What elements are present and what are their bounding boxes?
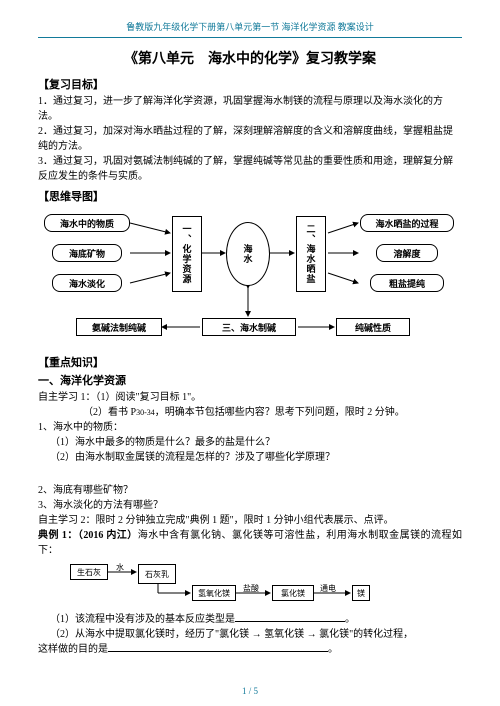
section-goals: 【复习目标】 [38,76,462,92]
mm-node-desalination: 海水淡化 [52,274,122,292]
lesson-title: 《第八单元 海水中的化学》复习教学案 [38,48,462,68]
flow-lime-milk: 石灰乳 [138,564,176,584]
goal-1: 1．通过复习，进一步了解海洋化学资源，巩固掌握海水制镁的流程与原理以及海水淡化的… [38,94,462,124]
goal-2: 2．通过复习，加深对海水晒盐过程的了解，深刻理解溶解度的含义和溶解度曲线，掌握粗… [38,124,462,154]
mind-map: 海水中的物质 海底矿物 海水淡化 一、化学资源 海水 二、海水晒盐 海水晒盐的过… [38,208,462,348]
page-header: 鲁教版九年级化学下册第八单元第一节 海洋化学资源 教案设计 [38,20,462,33]
header-rule [38,37,462,38]
kp-q3: 3、海水淡化的方法有哪些？ [38,498,462,513]
mm-node-seawater: 海水 [226,222,270,286]
flow-mgoh2: 氢氧化镁 [192,585,236,601]
kp-q2: 2、海底有哪些矿物？ [38,483,462,498]
mm-node-seawater-substances: 海水中的物质 [44,214,130,232]
mm-node-chem-resource: 一、化学资源 [172,216,202,292]
example-1: 典例 1：（2016 内江）海水中含有氯化钠、氯化镁等可溶性盐，利用海水制取金属… [38,528,462,558]
kp-q1: 1、海水中的物质： [38,420,462,435]
flow-label-elec: 通电 [320,583,336,594]
flow-label-water: 水 [116,562,124,573]
mm-node-sun-salt: 二、海水晒盐 [296,216,326,292]
page: 鲁教版九年级化学下册第八单元第一节 海洋化学资源 教案设计 《第八单元 海水中的… [0,0,500,706]
study-2: 自主学习 2：限时 2 分钟独立完成"典例 1 题"，限时 1 分钟小组代表展示… [38,513,462,528]
study-1b: （2）看书 P30-34，明确本节包括哪些内容？思考下列问题，限时 2 分钟。 [38,405,462,420]
page-footer: 1 / 5 [0,686,500,696]
mm-node-seabed-minerals: 海底矿物 [52,244,122,262]
goal-3: 3．通过复习，巩固对氨碱法制纯碱的了解，掌握纯碱等常见盐的重要性质和用途，理解复… [38,154,462,184]
ex1-q2: （2）从海水中提取氯化镁时，经历了"氯化镁 → 氢氧化镁 → 氯化镁"的转化过程… [38,627,462,642]
section-mindmap: 【思维导图】 [38,188,462,204]
flowchart: 生石灰 水 石灰乳 氢氧化镁 盐酸 氯化镁 通电 镁 [38,560,462,606]
flow-limestone: 生石灰 [70,564,108,580]
mm-node-sun-process: 海水晒盐的过程 [360,214,454,232]
study-1a: 自主学习 1：（1）阅读"复习目标 1"。 [38,390,462,405]
flow-label-hcl: 盐酸 [243,583,259,594]
flow-mg: 镁 [352,585,370,601]
kp-q1-1: （1）海水中最多的物质是什么？最多的盐是什么？ [38,435,462,450]
mm-node-ammonia-soda: 氨碱法制纯碱 [76,318,162,336]
mm-node-soda-prop: 纯碱性质 [336,318,410,336]
ex1-q1: （1）该流程中没有涉及的基本反应类型是。 [38,612,462,627]
kp-q1-2: （2）由海水制取金属镁的流程是怎样的？涉及了哪些化学原理？ [38,450,462,465]
ex1-q2b: 这样做的目的是。 [38,642,462,657]
mm-node-solubility: 溶解度 [376,244,438,262]
mm-node-crude-salt: 粗盐提纯 [370,274,444,292]
section-keypoints: 【重点知识】 [38,354,462,370]
mm-node-seawater-soda: 三、海水制碱 [202,318,296,336]
flow-mgcl2: 氯化镁 [272,585,314,601]
subhead-1: 一、海洋化学资源 [38,372,462,388]
